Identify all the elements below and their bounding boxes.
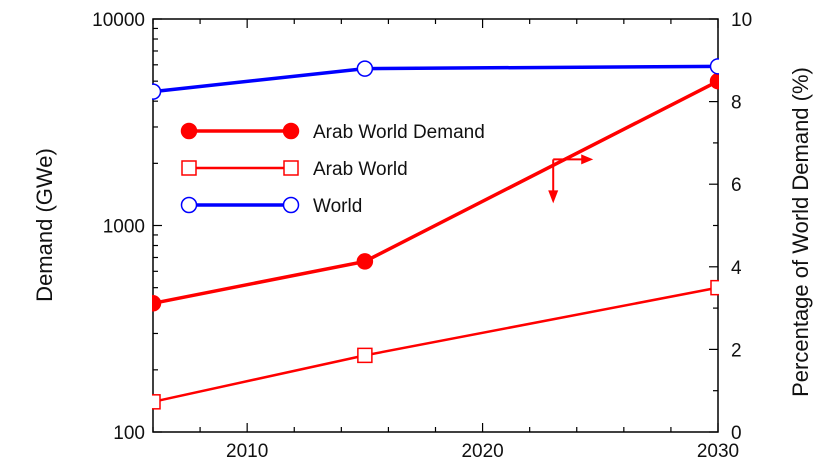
legend: Arab World Demand Arab World World xyxy=(180,122,485,217)
x-tick-label: 2030 xyxy=(697,441,739,462)
y-tick-label: 1000 xyxy=(103,217,145,238)
y-tick-label: 10000 xyxy=(92,10,145,31)
series-line-world xyxy=(152,64,719,94)
x-tick-label: 2010 xyxy=(226,441,268,462)
legend-label-arab-world: Arab World xyxy=(313,159,408,180)
y2-tick-label: 0 xyxy=(731,423,742,444)
y2-tick-label: 2 xyxy=(731,340,742,361)
axes: 2010 2020 2030 100 1000 10000 0 2 4 6 8 10 xyxy=(92,10,752,462)
data-point-world xyxy=(356,60,374,77)
y2-tick-label: 6 xyxy=(731,175,742,196)
legend-marker-arab-world xyxy=(181,160,197,176)
data-point-arab-world-demand xyxy=(709,72,719,90)
y2-tick-label: 8 xyxy=(731,93,742,114)
data-point-world xyxy=(152,83,162,100)
series-line-arab-world-demand xyxy=(152,79,719,306)
legend-label-arab-world-demand: Arab World Demand xyxy=(313,122,485,143)
data-point-arab-world xyxy=(357,347,373,364)
data-point-arab-world xyxy=(710,279,719,296)
y2-tick-label: 10 xyxy=(731,10,752,31)
data-point-arab-world-demand xyxy=(356,253,374,270)
series-layer xyxy=(152,58,719,410)
y-axis-title: Demand (GWe) xyxy=(32,148,57,302)
series-line-arab-world xyxy=(152,286,719,404)
data-point-world xyxy=(709,58,719,75)
annotation-layer xyxy=(548,154,594,204)
legend-label-world: World xyxy=(313,196,362,217)
legend-marker-arab-world xyxy=(283,160,299,176)
y2-axis-title: Percentage of World Demand (%) xyxy=(788,67,813,397)
legend-marker-world xyxy=(180,196,198,214)
y-tick-label: 100 xyxy=(113,423,145,444)
legend-marker-arab-world-demand xyxy=(282,122,300,140)
arrow-right-head xyxy=(581,154,594,165)
data-point-arab-world xyxy=(152,394,161,410)
arrow-down-head xyxy=(548,190,559,204)
legend-marker-arab-world-demand xyxy=(180,122,198,140)
x-tick-label: 2020 xyxy=(461,441,503,462)
series-clip-group xyxy=(152,58,719,410)
legend-marker-world xyxy=(282,196,300,214)
data-point-arab-world-demand xyxy=(152,295,162,312)
y2-tick-label: 4 xyxy=(731,258,742,279)
